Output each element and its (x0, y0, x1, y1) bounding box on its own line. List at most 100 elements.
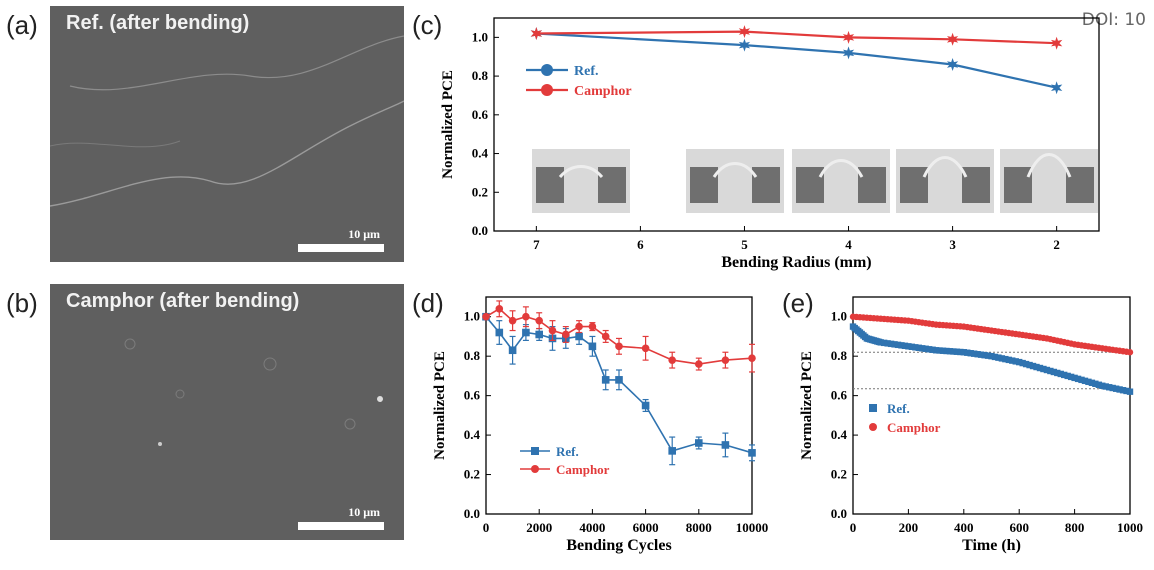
x-tick-label: 2000 (526, 520, 552, 535)
y-axis-label: Normalized PCE (432, 351, 448, 460)
panel-c-label: (c) (412, 10, 443, 40)
data-point (1106, 384, 1113, 391)
scale-bar-ref (298, 244, 384, 252)
data-point (1088, 379, 1096, 387)
bending-photo-inset (896, 149, 994, 213)
data-point (748, 449, 756, 457)
data-point (1064, 372, 1071, 380)
inset-clamp-left (900, 167, 928, 203)
legend-marker (541, 64, 553, 76)
inset-clamp-right (858, 167, 886, 203)
data-point (977, 351, 985, 358)
data-point (981, 351, 988, 359)
data-point (922, 345, 929, 352)
data-point (738, 25, 751, 39)
data-point (887, 340, 895, 348)
y-tick-label: 0.8 (472, 68, 489, 83)
legend-marker (531, 447, 539, 455)
y-tick-label: 0.6 (464, 388, 481, 403)
data-point (939, 347, 947, 354)
data-point (946, 348, 954, 355)
inset-clamp-left (690, 167, 718, 203)
data-point (1109, 384, 1116, 392)
data-point (891, 341, 898, 348)
data-point (905, 343, 912, 350)
x-tick-label: 2 (1053, 237, 1060, 252)
panel-d-label: (d) (412, 288, 444, 318)
legend-label: Camphor (556, 462, 610, 477)
legend-marker (541, 84, 553, 96)
x-tick-label: 400 (954, 520, 974, 535)
inset-bent-film (558, 165, 604, 179)
sem-texture-camphor (124, 338, 383, 446)
scale-text-camphor: 10 μm (348, 505, 380, 519)
data-point (1067, 373, 1075, 381)
data-point (1047, 367, 1054, 375)
data-point (1071, 374, 1078, 382)
data-point (915, 344, 922, 351)
legend-label: Ref. (556, 444, 579, 459)
y-tick-label: 0.4 (831, 427, 848, 442)
data-point (641, 344, 650, 353)
data-point (721, 356, 730, 364)
x-tick-label: 0 (483, 520, 490, 535)
data-point (508, 346, 517, 355)
data-point (495, 305, 504, 313)
chart-d-bending-cycles: 0.0 0.2 0.4 0.6 0.8 1.0 0 2000 4000 6000 8000 10000… (432, 296, 768, 554)
data-point (1009, 357, 1016, 364)
data-point (1119, 387, 1127, 394)
legend-marker (869, 404, 877, 412)
bending-photo-inset (532, 149, 630, 213)
data-point (947, 58, 959, 71)
data-point (601, 376, 610, 384)
x-axis-label: Bending Cycles (566, 537, 671, 554)
x-tick-label: 7 (533, 237, 540, 252)
data-point (1051, 36, 1063, 50)
scale-bar-camphor (298, 522, 384, 530)
data-point (535, 316, 543, 325)
data-point (522, 328, 530, 337)
y-tick-label: 0.4 (464, 427, 481, 442)
x-axis-label: Bending Radius (mm) (721, 254, 871, 271)
data-point (1102, 383, 1109, 390)
legend-label: Ref. (574, 64, 599, 79)
inset-clamp-right (598, 167, 626, 203)
data-point (1033, 363, 1040, 371)
data-point (522, 312, 530, 321)
data-point (695, 439, 703, 447)
data-point (1095, 381, 1103, 388)
data-point (1126, 349, 1134, 356)
inset-clamp-right (962, 167, 990, 203)
y-tick-label: 0.2 (464, 467, 480, 482)
data-point (988, 352, 995, 360)
data-point (929, 346, 936, 353)
y-tick-label: 0.8 (831, 348, 848, 363)
y-tick-label: 0.6 (831, 388, 848, 403)
x-tick-label: 1000 (1117, 520, 1143, 535)
data-point (1099, 382, 1106, 389)
data-point (535, 330, 543, 339)
data-point (1012, 358, 1019, 365)
x-tick-label: 4000 (579, 520, 605, 535)
x-tick-label: 8000 (686, 520, 712, 535)
x-tick-label: 3 (949, 237, 956, 252)
data-point (894, 341, 902, 349)
data-point (1002, 355, 1009, 363)
data-point (898, 342, 905, 349)
plot-frame (485, 296, 753, 515)
bending-photo-inset (792, 149, 890, 213)
data-point (575, 322, 583, 331)
data-point (1074, 375, 1082, 383)
data-point (1029, 362, 1037, 370)
y-tick-label: 1.0 (472, 29, 488, 44)
data-point (495, 328, 504, 337)
y-tick-label: 0.2 (831, 467, 847, 482)
x-tick-label: 200 (899, 520, 919, 535)
inset-clamp-right (1066, 167, 1094, 203)
y-axis-label: Normalized PCE (440, 70, 456, 179)
y-tick-label: 1.0 (831, 309, 847, 324)
sem-title-camphor: Camphor (after bending) (66, 290, 300, 312)
series-line-camphor (485, 307, 753, 365)
data-point (947, 32, 959, 46)
data-point (1016, 358, 1023, 366)
